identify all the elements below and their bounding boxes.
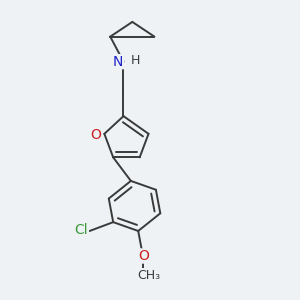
Text: Cl: Cl [75, 223, 88, 236]
Text: O: O [139, 249, 149, 263]
Text: H: H [131, 54, 141, 67]
Text: N: N [113, 55, 123, 69]
Text: CH₃: CH₃ [138, 268, 161, 282]
Text: O: O [91, 128, 102, 142]
